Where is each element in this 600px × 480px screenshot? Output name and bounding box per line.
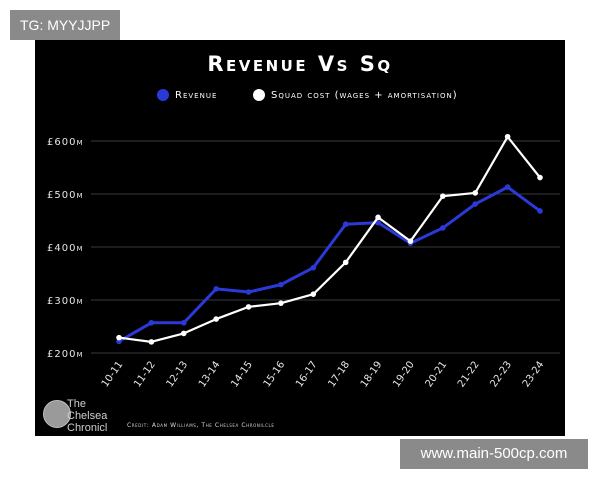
data-point-squad-cost bbox=[116, 334, 122, 341]
chart-title: Revenue Vs Sq bbox=[207, 52, 393, 76]
data-point-revenue bbox=[310, 264, 317, 271]
data-point-revenue bbox=[278, 281, 284, 288]
logo-text: The Chelsea Chronicl bbox=[67, 398, 133, 434]
legend-label-revenue: Revenue bbox=[175, 89, 218, 101]
data-point-revenue bbox=[180, 319, 187, 326]
data-point-revenue bbox=[537, 208, 543, 214]
chart-panel: Revenue Vs Sq Revenue Squad cost (wages … bbox=[35, 40, 565, 436]
logo-line-2: Chelsea bbox=[67, 410, 108, 422]
data-point-squad-cost bbox=[472, 190, 479, 196]
x-tick-label: 17-18 bbox=[326, 359, 352, 389]
y-tick-label: £600m bbox=[47, 137, 84, 148]
watermark-bottom: www.main-500cp.com bbox=[400, 439, 588, 469]
logo-line-3: Chronicl bbox=[67, 422, 108, 434]
x-tick-label: 15-16 bbox=[262, 359, 288, 389]
x-tick-label: 16-17 bbox=[294, 359, 320, 389]
legend-dot-revenue bbox=[157, 89, 169, 101]
y-tick-label: £400m bbox=[47, 243, 84, 254]
data-point-revenue bbox=[245, 289, 252, 295]
x-tick-label: 13-14 bbox=[197, 359, 223, 389]
data-point-squad-cost bbox=[310, 291, 317, 297]
data-point-revenue bbox=[148, 319, 155, 326]
legend-item-squad-cost: Squad cost (wages + amortisation) bbox=[253, 88, 458, 102]
logo-mark-icon bbox=[43, 400, 71, 428]
data-point-squad-cost bbox=[342, 259, 349, 266]
legend-item-revenue: Revenue bbox=[157, 88, 217, 102]
x-tick-label: 22-23 bbox=[488, 359, 514, 389]
data-point-squad-cost bbox=[213, 316, 219, 322]
x-tick-label: 10-11 bbox=[100, 359, 126, 389]
chelsea-chronicle-logo: The Chelsea Chronicl bbox=[43, 398, 133, 434]
data-point-revenue bbox=[472, 201, 479, 207]
legend-label-squad-cost: Squad cost (wages + amortisation) bbox=[271, 89, 458, 101]
credit-text: Credit: Adam Williams, The Chelsea Chron… bbox=[127, 422, 275, 429]
data-point-squad-cost bbox=[278, 300, 284, 306]
data-point-squad-cost bbox=[537, 174, 543, 181]
x-tick-label: 21-22 bbox=[456, 359, 482, 389]
chart-plot: £200m £300m £400m £500m £600m 10-11 11-12 12-13… bbox=[47, 133, 560, 390]
data-point-revenue bbox=[342, 221, 349, 228]
x-tick-label: 20-21 bbox=[424, 359, 450, 389]
data-point-revenue bbox=[504, 184, 511, 190]
data-point-squad-cost bbox=[375, 214, 381, 221]
y-tick-label: £500m bbox=[47, 190, 84, 201]
data-point-squad-cost bbox=[148, 339, 155, 345]
x-tick-label: 18-19 bbox=[359, 359, 385, 389]
data-point-squad-cost bbox=[407, 238, 414, 244]
x-tick-label: 14-15 bbox=[229, 359, 255, 389]
y-tick-label: £300m bbox=[47, 296, 84, 307]
y-tick-label: £200m bbox=[47, 349, 84, 360]
data-point-squad-cost bbox=[504, 133, 511, 140]
x-tick-label: 11-12 bbox=[132, 359, 158, 389]
x-tick-label: 19-20 bbox=[391, 359, 417, 389]
x-tick-label: 23-24 bbox=[521, 359, 547, 389]
data-point-revenue bbox=[375, 219, 381, 226]
watermark-top: TG: MYYJJPP bbox=[10, 10, 121, 40]
logo-line-1: The bbox=[67, 398, 86, 410]
data-point-revenue bbox=[440, 225, 446, 231]
data-point-squad-cost bbox=[440, 193, 446, 199]
data-point-revenue bbox=[213, 286, 219, 292]
series-line-squad-cost bbox=[118, 135, 541, 343]
x-tick-label: 12-13 bbox=[165, 359, 191, 389]
data-point-squad-cost bbox=[245, 304, 252, 310]
data-point-squad-cost bbox=[180, 330, 187, 337]
legend-dot-squad-cost bbox=[253, 89, 265, 101]
series-line-revenue bbox=[118, 185, 541, 343]
